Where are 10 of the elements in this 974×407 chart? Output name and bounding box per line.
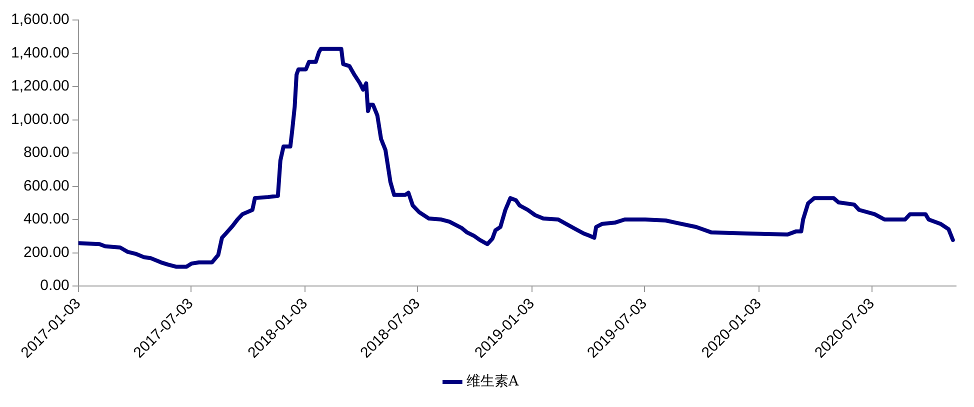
y-tick-label: 800.00 — [24, 144, 70, 162]
y-tick-label: 400.00 — [24, 210, 70, 228]
y-tick-label: 1,600.00 — [11, 11, 70, 28]
y-tick-label: 1,200.00 — [11, 78, 70, 95]
legend-label: 维生素A — [466, 374, 520, 390]
y-tick-label: 0.00 — [40, 277, 70, 294]
y-tick-label: 600.00 — [24, 177, 70, 194]
y-tick-label: 200.00 — [24, 244, 70, 261]
y-tick-label: 1,400.00 — [11, 44, 70, 62]
y-tick-label: 1,000.00 — [11, 110, 70, 128]
